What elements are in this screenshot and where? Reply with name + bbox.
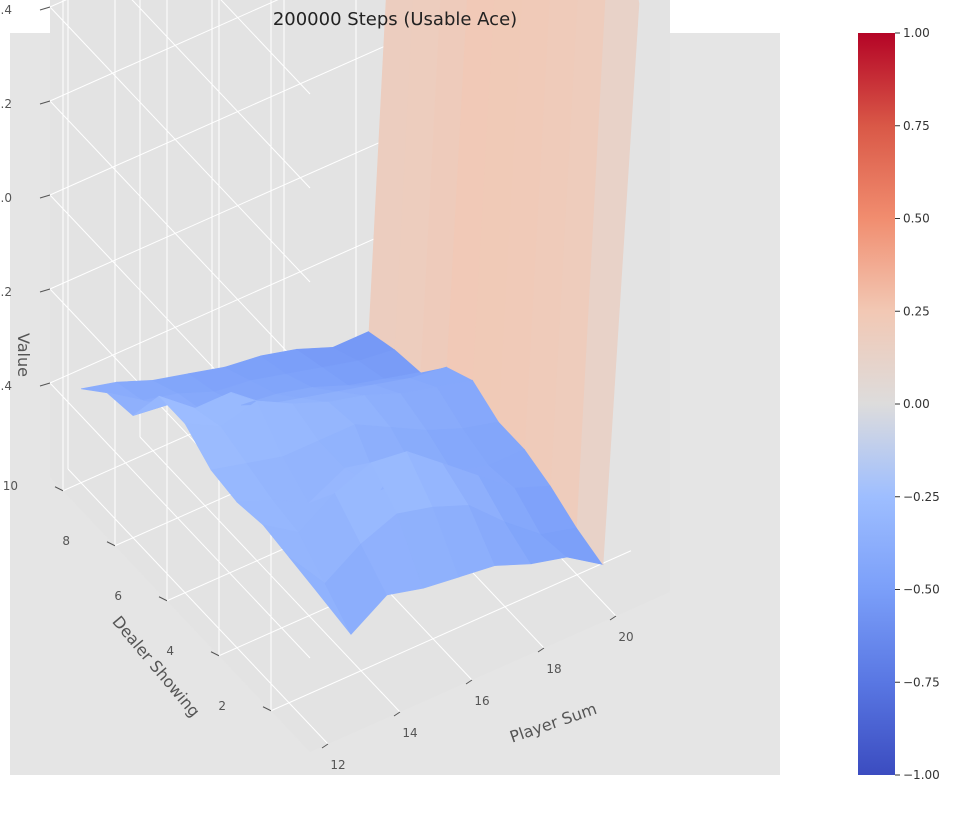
gridline bbox=[131, 0, 311, 189]
y-tick-label: 8 bbox=[62, 534, 70, 548]
colorbar-tick-label: −0.25 bbox=[903, 490, 940, 504]
z-tick-label: −0.2 bbox=[0, 285, 12, 299]
gridline bbox=[49, 100, 311, 377]
gridline bbox=[270, 550, 632, 712]
colorbar-ticks: −1.00 −0.75 −0.50 −0.25 0.00 0.25 0.50 0.75 1.00 bbox=[895, 26, 940, 782]
x-tick-label: 12 bbox=[330, 758, 345, 772]
colorbar-tick-label: −0.50 bbox=[903, 583, 940, 597]
surface-patch bbox=[472, 0, 523, 423]
colorbar-tick-label: −0.75 bbox=[903, 675, 940, 689]
x-tick-label: 20 bbox=[618, 630, 633, 644]
y-tick-label: 2 bbox=[218, 699, 226, 713]
colorbar-tick-label: 0.00 bbox=[903, 397, 930, 411]
gridline bbox=[220, 0, 311, 95]
gridline bbox=[49, 128, 411, 290]
colorbar-gradient bbox=[858, 33, 895, 775]
colorbar: −1.00 −0.75 −0.50 −0.25 0.00 0.25 0.50 0.75 1.00 bbox=[858, 26, 940, 782]
y-tick-label: 10 bbox=[3, 479, 18, 493]
surface-patch bbox=[420, 0, 468, 373]
x-tick-label: 14 bbox=[402, 726, 417, 740]
gridline bbox=[49, 382, 311, 659]
z-tick-label: 0.2 bbox=[0, 97, 12, 111]
x-tick-label: 16 bbox=[474, 694, 489, 708]
gridline bbox=[49, 222, 411, 384]
colorbar-tick-label: 1.00 bbox=[903, 26, 930, 40]
gridline bbox=[49, 6, 311, 283]
surface-patch bbox=[368, 0, 414, 350]
surface-patch bbox=[576, 0, 640, 566]
z-axis-label: Value bbox=[14, 333, 33, 377]
chart-title: 200000 Steps (Usable Ace) bbox=[273, 9, 517, 30]
y-tick-label: 6 bbox=[114, 589, 122, 603]
surface-patch bbox=[446, 0, 495, 381]
z-tick-label: 0.0 bbox=[0, 191, 12, 205]
surface-patch bbox=[394, 0, 441, 373]
gridline bbox=[49, 0, 279, 102]
x-tick-label: 18 bbox=[546, 662, 561, 676]
colorbar-tick-label: 0.50 bbox=[903, 212, 930, 226]
surface-plot bbox=[80, 0, 640, 635]
z-tick-label: −0.4 bbox=[0, 379, 12, 393]
colorbar-tick-label: −1.00 bbox=[903, 768, 940, 782]
colorbar-tick-label: 0.25 bbox=[903, 304, 930, 318]
gridline bbox=[67, 468, 329, 745]
colorbar-tick-label: 0.75 bbox=[903, 119, 930, 133]
gridline bbox=[49, 34, 411, 196]
z-tick-label: 0.4 bbox=[0, 3, 12, 17]
y-tick-label: 4 bbox=[166, 644, 174, 658]
gridline bbox=[139, 436, 401, 713]
